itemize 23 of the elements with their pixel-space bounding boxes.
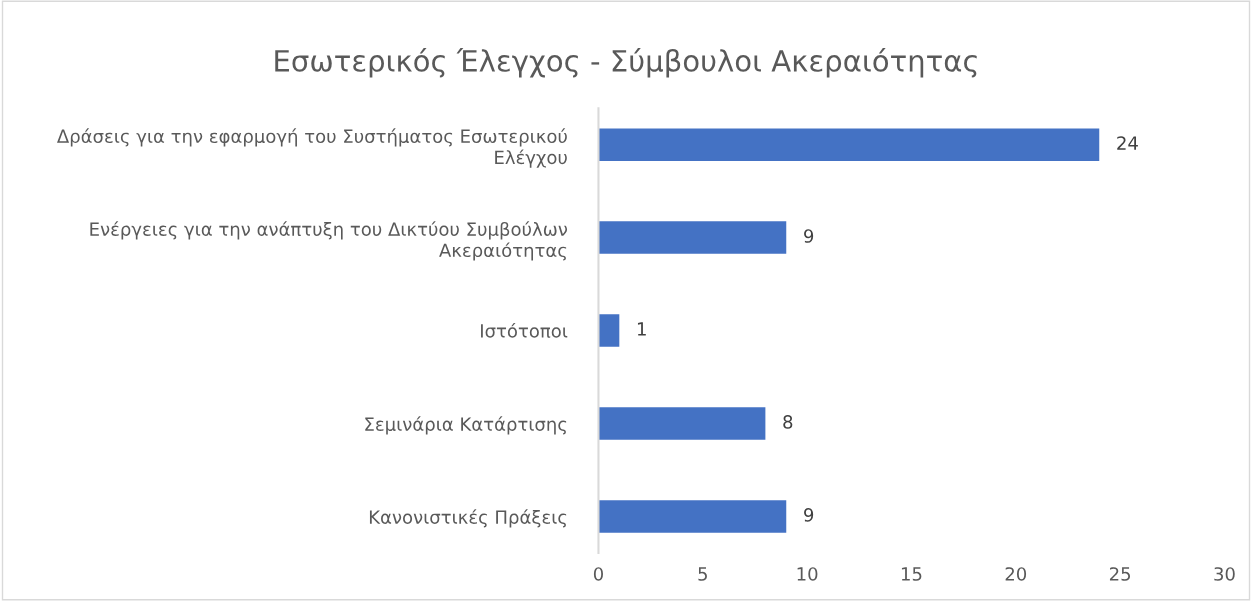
data-label: 9 — [804, 229, 814, 243]
data-label: 9 — [804, 508, 814, 522]
bar — [598, 407, 766, 440]
y-tick-label: Ιστότοποι — [481, 322, 568, 338]
bar — [598, 128, 1100, 161]
bar — [598, 500, 787, 533]
x-tick-label: 30 — [1214, 567, 1235, 581]
x-tick-label: 5 — [698, 567, 707, 581]
x-tick-label: 0 — [593, 567, 603, 581]
bar — [598, 221, 787, 254]
bar — [598, 314, 620, 347]
chart-title: Εσωτερικός Έλεγχος - Σύμβουλοι Ακεραιότητας — [275, 48, 977, 78]
y-tick-label: Δράσεις για την εφαρμογή του Συστήματος Εσωτερικού Ελέγχου — [57, 128, 567, 168]
y-tick-label: Κανονιστικές Πράξεις — [369, 509, 567, 528]
x-tick-label: 25 — [1109, 567, 1131, 581]
data-label: 1 — [637, 322, 646, 336]
x-tick-label: 10 — [797, 567, 818, 581]
data-label: 8 — [783, 415, 793, 429]
data-label: 24 — [1117, 136, 1138, 150]
x-tick-label: 15 — [901, 567, 922, 581]
y-tick-label: Σεμινάρια Κατάρτισης — [365, 416, 567, 435]
y-tick-label: Ενέργειες για την ανάπτυξη του Δικτύου Συμβούλων Ακεραιότητας — [90, 221, 568, 261]
x-tick-label: 20 — [1005, 567, 1027, 581]
